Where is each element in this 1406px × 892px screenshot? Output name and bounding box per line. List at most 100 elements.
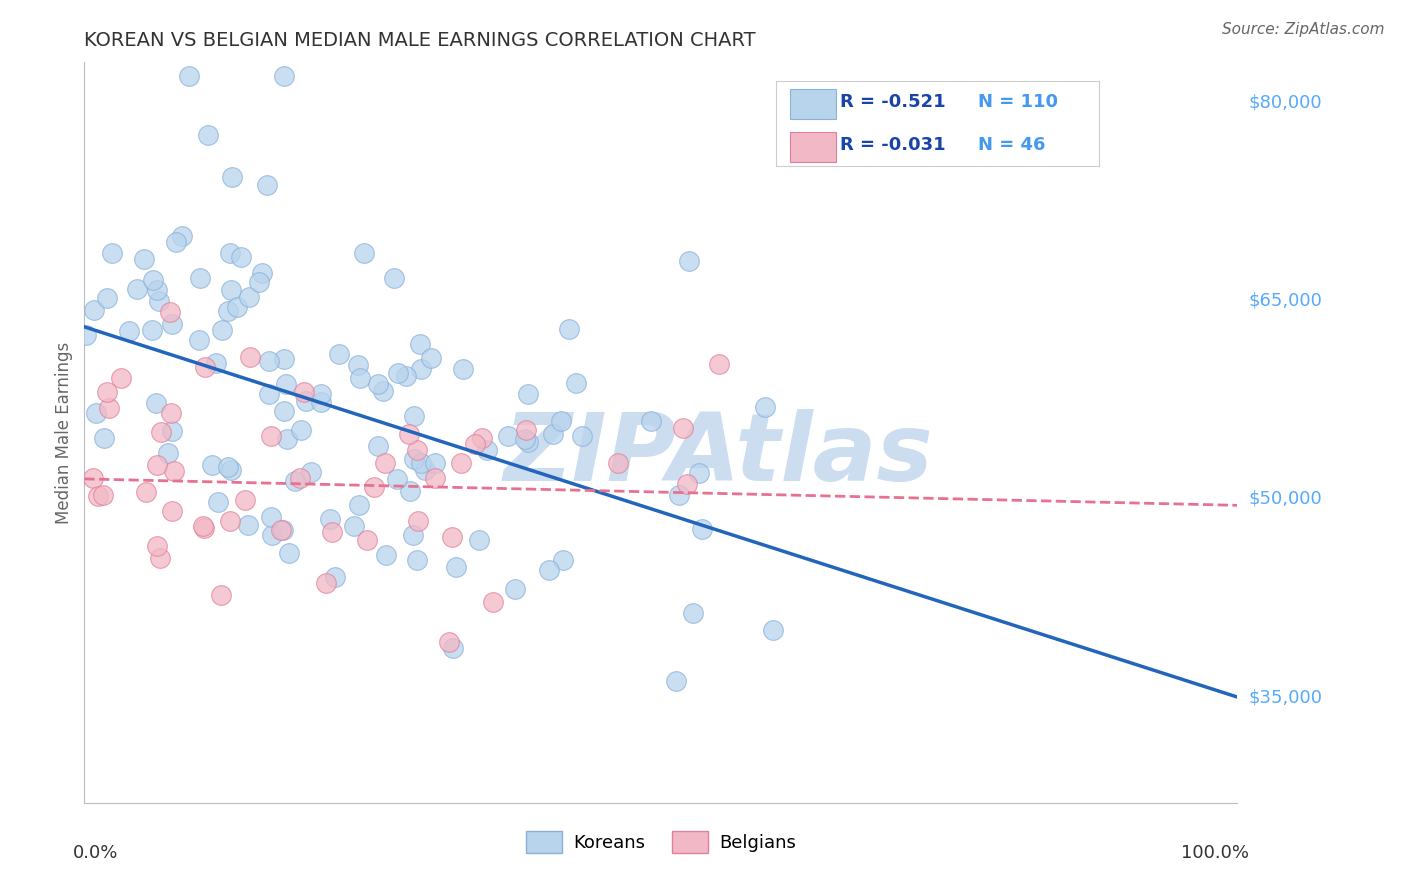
Point (165, 235, 187, 249)
Point (236, 518, 259, 533)
Point (238, 289, 260, 303)
Point (82, 471, 104, 485)
Point (446, 560, 468, 574)
Legend: Koreans, Belgians: Koreans, Belgians (519, 824, 803, 861)
Point (571, 429, 593, 443)
Point (295, 393, 318, 408)
Point (160, 407, 183, 421)
Point (160, 317, 183, 331)
Point (515, 423, 537, 437)
Point (356, 533, 378, 548)
Point (278, 546, 301, 560)
Point (404, 451, 426, 466)
Point (188, 270, 211, 285)
Point (437, 635, 460, 649)
Point (209, 589, 232, 603)
Point (367, 377, 389, 392)
Point (550, 414, 572, 428)
Point (503, 582, 526, 596)
Point (229, 250, 252, 264)
Point (373, 384, 395, 399)
Point (411, 362, 433, 376)
Point (226, 300, 249, 314)
Point (672, 421, 695, 435)
Point (149, 551, 172, 566)
Point (75, 328, 97, 343)
Point (668, 488, 690, 502)
Point (688, 466, 710, 480)
Point (516, 386, 538, 401)
Point (707, 357, 730, 371)
Point (367, 439, 389, 453)
Point (270, 524, 292, 538)
FancyBboxPatch shape (776, 81, 1099, 166)
Point (146, 539, 169, 553)
Point (83, 303, 105, 318)
Point (676, 476, 699, 491)
Point (157, 446, 180, 460)
Point (276, 432, 298, 446)
Point (451, 362, 474, 376)
Point (471, 431, 494, 445)
Point (170, 228, 193, 243)
Point (217, 459, 239, 474)
Point (290, 423, 312, 437)
Point (159, 304, 181, 318)
Point (477, 442, 499, 457)
Point (411, 456, 433, 470)
Point (160, 424, 183, 438)
Point (413, 463, 436, 477)
Point (515, 432, 537, 446)
Point (690, 522, 713, 536)
Bar (790, 89, 837, 119)
Point (252, 266, 274, 280)
Point (464, 437, 486, 451)
Point (96, 291, 118, 305)
Point (349, 370, 371, 384)
Point (148, 293, 170, 308)
Point (363, 480, 385, 494)
Point (273, 404, 295, 418)
Point (142, 273, 165, 287)
Point (374, 457, 396, 471)
Point (135, 485, 157, 500)
Point (274, 377, 297, 392)
Point (221, 169, 243, 184)
Point (257, 354, 280, 368)
Point (450, 456, 472, 470)
Point (323, 570, 346, 584)
Point (134, 252, 156, 267)
Point (538, 563, 561, 577)
Point (101, 246, 124, 260)
Point (328, 347, 350, 361)
Point (315, 575, 337, 590)
Point (219, 283, 242, 297)
Point (375, 548, 398, 562)
Point (141, 323, 163, 337)
Point (541, 426, 564, 441)
Point (271, 523, 294, 537)
Point (342, 518, 364, 533)
Point (406, 553, 429, 567)
Point (441, 640, 464, 655)
Point (468, 533, 491, 548)
Text: 0.0%: 0.0% (73, 844, 118, 862)
Point (260, 509, 283, 524)
Point (84, 407, 107, 421)
Point (399, 484, 422, 499)
Point (239, 350, 262, 364)
Point (347, 358, 370, 372)
Point (408, 515, 430, 529)
Point (218, 245, 240, 260)
Point (179, 69, 201, 83)
Text: ZIPAtlas: ZIPAtlas (503, 409, 934, 500)
Text: 100.0%: 100.0% (1181, 844, 1249, 862)
Point (762, 623, 785, 637)
Point (219, 514, 242, 528)
Point (96, 385, 118, 400)
Point (395, 368, 418, 383)
Text: Source: ZipAtlas.com: Source: ZipAtlas.com (1222, 22, 1385, 37)
Point (382, 270, 405, 285)
Point (201, 458, 224, 473)
Text: R = -0.031: R = -0.031 (839, 136, 945, 153)
